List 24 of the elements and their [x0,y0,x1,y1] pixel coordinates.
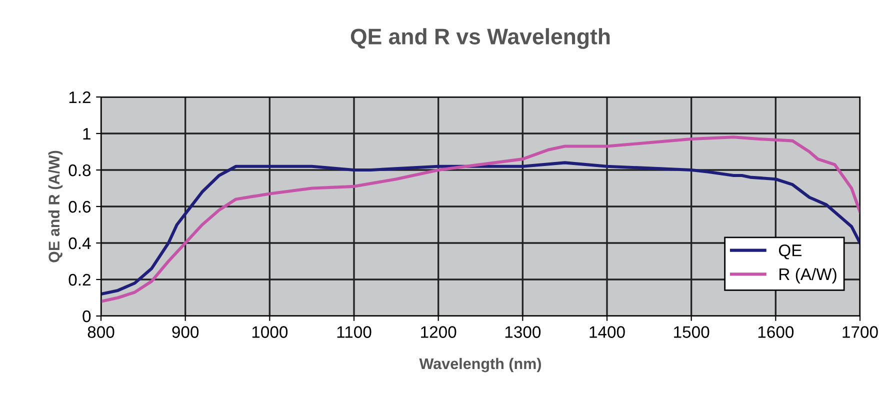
x-tick-label: 1400 [590,326,625,338]
line-series [101,161,860,296]
x-tick-label: 1200 [421,326,456,338]
x-tick-label: 1600 [758,326,794,338]
legend-label: QE [778,244,802,260]
x-tick-label: 1500 [674,326,710,338]
y-tick-label: 0.6 [68,200,91,213]
x-tick-label: 1700 [842,326,878,338]
y-tick-label: 1 [83,128,90,140]
legend-label: R (A/W) [780,268,836,284]
y-tick-label: 0.8 [68,164,91,176]
x-tick-label: 900 [172,326,199,338]
y-tick-label: 0.4 [68,237,91,250]
y-tick-label: 0 [82,310,91,322]
y-tick-label: 1.2 [69,91,90,104]
x-tick-label: 1300 [505,326,541,338]
x-tick-label: 1000 [252,326,288,338]
x-axis-title: Wavelength (nm) [419,358,541,372]
y-tick-label: 0.2 [68,274,90,286]
x-tick-label: 1100 [337,326,372,338]
line-series [101,136,860,303]
chart-title: QE and R vs Wavelength [350,28,610,49]
y-axis-title: QE and R (A/W) [48,150,63,262]
x-tick-label: 800 [88,326,114,338]
